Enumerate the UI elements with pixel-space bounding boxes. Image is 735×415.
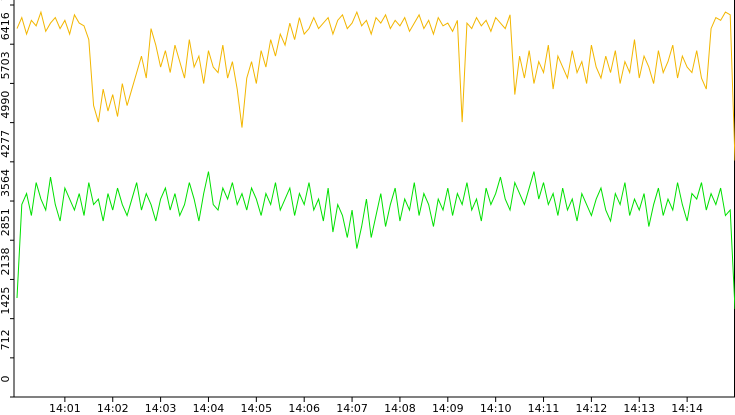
x-tick-label: 14:13 bbox=[623, 402, 655, 415]
x-tick-label: 14:02 bbox=[97, 402, 129, 415]
series-line bbox=[16, 171, 735, 310]
x-tick-label: 14:07 bbox=[336, 402, 368, 415]
y-tick-label: 5703 bbox=[0, 51, 12, 79]
y-tick-label: 0 bbox=[0, 376, 12, 383]
x-tick-label: 14:06 bbox=[288, 402, 320, 415]
y-tick-label: 1425 bbox=[0, 287, 12, 315]
x-tick-label: 14:12 bbox=[576, 402, 608, 415]
y-tick-label: 2138 bbox=[0, 247, 12, 275]
x-tick-label: 14:14 bbox=[671, 402, 703, 415]
x-tick-label: 14:03 bbox=[145, 402, 177, 415]
y-tick-label: 712 bbox=[0, 329, 12, 350]
x-tick-label: 14:01 bbox=[49, 402, 81, 415]
x-tick-label: 14:09 bbox=[432, 402, 464, 415]
x-tick-label: 14:08 bbox=[384, 402, 416, 415]
y-tick-label: 4990 bbox=[0, 91, 12, 119]
x-tick-label: 14:10 bbox=[480, 402, 512, 415]
x-tick-label: 14:05 bbox=[240, 402, 272, 415]
y-tick-label: 6416 bbox=[0, 12, 12, 40]
x-tick-label: 14:11 bbox=[528, 402, 560, 415]
y-tick-label: 4277 bbox=[0, 130, 12, 158]
y-tick-label: 7129 bbox=[0, 0, 12, 1]
series-line bbox=[16, 10, 735, 161]
y-tick-label: 3564 bbox=[0, 169, 12, 197]
x-tick-label: 14:04 bbox=[193, 402, 225, 415]
y-tick-label: 2851 bbox=[0, 208, 12, 236]
